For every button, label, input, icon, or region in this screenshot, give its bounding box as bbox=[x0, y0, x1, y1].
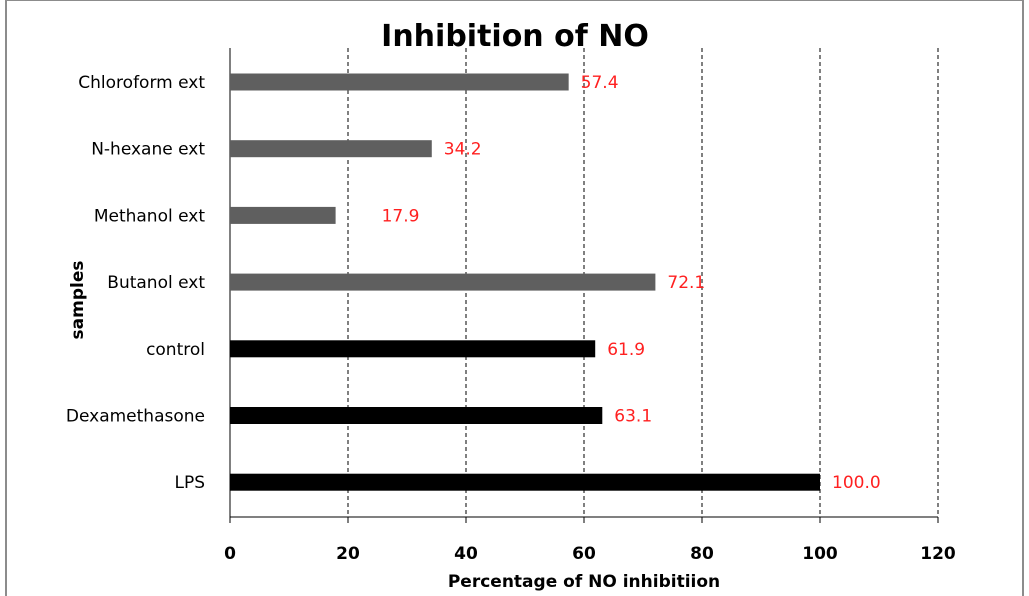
chart-border bbox=[5, 0, 1024, 596]
bar-lps bbox=[230, 473, 820, 491]
data-label-butanol-ext: 72.1 bbox=[667, 273, 705, 293]
data-label-n-hexane-ext: 34.2 bbox=[444, 140, 482, 160]
x-tick-label-20: 20 bbox=[336, 544, 360, 564]
category-label-lps: LPS bbox=[174, 473, 205, 493]
bars bbox=[230, 73, 820, 491]
data-label-lps: 100.0 bbox=[832, 473, 881, 493]
bar-methanol-ext bbox=[230, 206, 336, 224]
bar-control bbox=[230, 340, 596, 358]
data-label-dexamethasone: 63.1 bbox=[614, 407, 652, 427]
x-tick-label-0: 0 bbox=[224, 544, 236, 564]
chart-title: Inhibition of NO bbox=[381, 19, 649, 54]
bar-n-hexane-ext bbox=[230, 140, 432, 158]
x-tick-label-120: 120 bbox=[920, 544, 956, 564]
category-label-methanol-ext: Methanol ext bbox=[94, 206, 206, 226]
x-tick-label-40: 40 bbox=[454, 544, 478, 564]
data-label-chloroform-ext: 57.4 bbox=[581, 73, 619, 93]
x-tick-label-60: 60 bbox=[572, 544, 596, 564]
category-label-chloroform-ext: Chloroform ext bbox=[78, 73, 205, 93]
category-label-n-hexane-ext: N-hexane ext bbox=[91, 140, 205, 160]
x-tick-label-100: 100 bbox=[802, 544, 838, 564]
x-axis-title: Percentage of NO inhibitiion bbox=[448, 572, 720, 592]
bar-dexamethasone bbox=[230, 407, 603, 424]
labels: 0 20 40 60 80 100 120 Chloroform ext 57.4 N-hexan… bbox=[66, 73, 956, 564]
category-label-butanol-ext: Butanol ext bbox=[107, 273, 205, 293]
bar-butanol-ext bbox=[230, 273, 656, 291]
bar-chloroform-ext bbox=[230, 73, 569, 91]
category-label-control: control bbox=[146, 340, 205, 360]
category-label-dexamethasone: Dexamethasone bbox=[66, 407, 205, 427]
x-tick-label-80: 80 bbox=[690, 544, 714, 564]
y-axis-title: samples bbox=[68, 261, 88, 340]
data-label-control: 61.9 bbox=[607, 340, 645, 360]
data-label-methanol-ext: 17.9 bbox=[382, 206, 420, 226]
